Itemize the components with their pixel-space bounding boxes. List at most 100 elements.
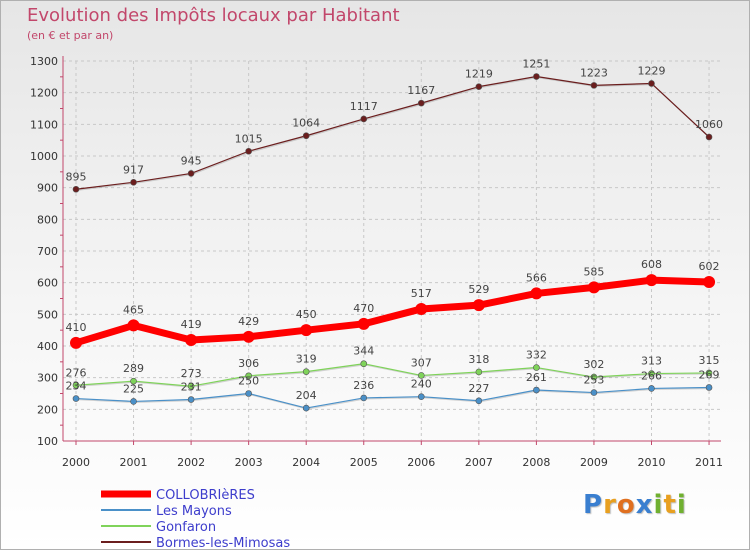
series-line [74,276,710,347]
data-label: 410 [66,321,87,334]
logo-letter: i [676,490,687,520]
data-label: 269 [699,368,720,381]
data-point [72,395,80,402]
data-label: 917 [123,163,144,176]
data-label: 302 [583,358,604,371]
data-point [475,83,483,90]
data-label: 318 [468,353,489,366]
x-tick-label: 2004 [292,456,320,469]
data-label: 313 [641,355,662,368]
data-label: 276 [66,366,87,379]
data-label: 517 [411,287,432,300]
x-tick-label: 2008 [522,456,550,469]
data-label: 1060 [695,118,723,131]
grid [63,60,721,442]
y-tick-label: 200 [37,403,58,416]
data-point [72,185,80,193]
data-point [302,404,310,412]
data-point [245,372,252,380]
chart-subtitle: (en € et par an) [27,29,114,42]
chart-title: Evolution des Impôts locaux par Habitant [27,5,400,26]
x-tick-label: 2011 [695,456,723,469]
data-label: 529 [468,283,489,296]
data-label: 1223 [580,66,608,79]
data-label: 332 [526,349,547,362]
data-point [648,370,655,377]
data-point [472,299,485,312]
data-point [533,73,540,80]
data-label: 470 [353,302,374,315]
data-label: 1219 [465,68,493,81]
data-point [360,360,368,368]
data-point [475,397,483,405]
data-point [530,287,543,300]
series-line [75,386,710,409]
y-tick-label: 1000 [30,150,58,163]
data-point [300,324,313,337]
data-point [72,381,80,389]
data-point [417,99,425,107]
data-point [302,132,310,140]
data-label: 945 [181,154,202,167]
data-label: 234 [66,380,87,393]
x-tick-label: 2010 [638,456,666,469]
data-label: 307 [411,356,432,369]
data-label: 602 [699,260,720,273]
x-tick-label: 2003 [235,456,263,469]
data-label: 240 [411,378,432,391]
data-point [187,396,195,403]
proxiti-logo: Proxiti [583,490,687,520]
data-point [357,317,370,330]
data-label: 465 [123,303,144,316]
data-point [360,115,368,123]
legend-label: Les Mayons [156,504,232,519]
x-tick-label: 2002 [177,456,205,469]
data-label: 315 [699,354,720,367]
data-label: 1167 [407,84,435,97]
data-label: 1251 [522,58,550,71]
y-tick-label: 600 [37,277,58,290]
x-tick-label: 2009 [580,456,608,469]
data-point [587,281,600,294]
data-label: 450 [296,308,317,321]
x-tick-label: 2007 [465,456,493,469]
logo-letter: i [653,490,664,520]
data-label: 895 [66,170,87,183]
logo-letter: x [635,490,654,520]
y-tick-label: 800 [37,213,58,226]
x-tick-label: 2000 [62,456,90,469]
data-point [645,274,658,287]
data-point [590,82,598,89]
data-label: 319 [296,353,317,366]
legend-label: Bormes-les-Mimosas [156,536,290,549]
series-line [75,75,710,190]
data-point [590,373,598,381]
logo-letter: r [603,490,617,520]
data-point [127,319,140,332]
data-label: 236 [353,379,374,392]
data-point [70,336,82,349]
y-tick-label: 1200 [30,87,58,100]
logo-letter: o [616,490,636,520]
data-point [533,364,540,371]
data-label: 1015 [235,132,263,145]
data-point [242,330,255,343]
data-label: 306 [238,357,259,370]
data-point [130,178,137,186]
y-tick-label: 1300 [30,55,58,68]
data-point [185,333,198,346]
data-point [130,377,137,385]
data-point [533,386,540,394]
data-point [705,384,713,391]
data-point [245,147,252,155]
data-point [703,276,716,289]
data-label: 266 [641,369,662,382]
y-tick-label: 400 [37,340,58,353]
data-label: 231 [181,381,202,394]
series-shadow [76,76,711,191]
data-point [302,368,310,375]
data-label: 566 [526,271,547,284]
data-label: 250 [238,375,259,388]
